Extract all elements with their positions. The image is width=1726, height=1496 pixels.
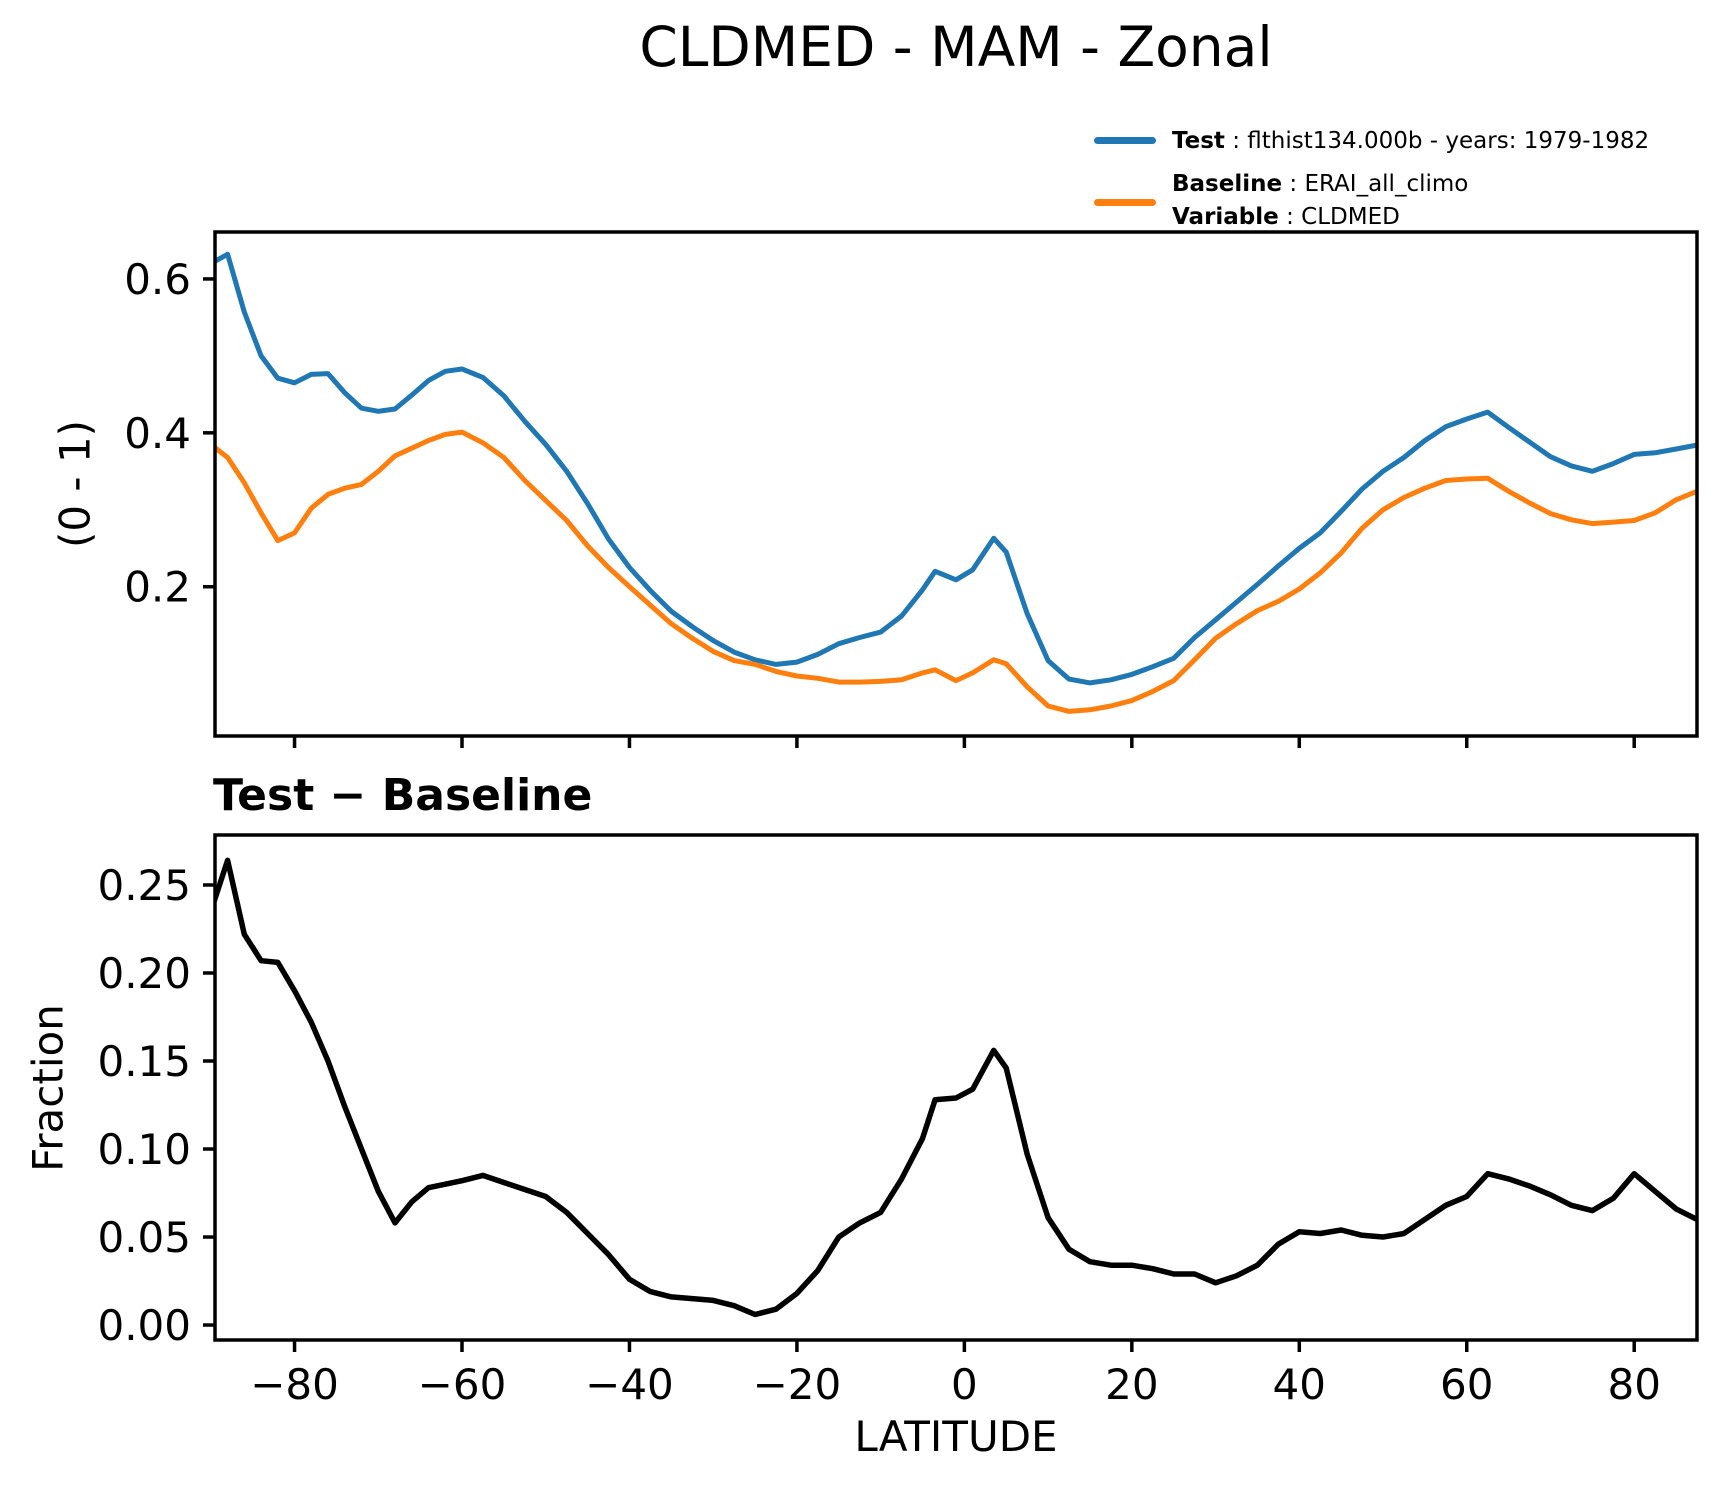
y-tick-label: 0.6: [124, 255, 191, 304]
legend-variable-key: Variable: [1172, 204, 1279, 230]
legend-baseline-key: Baseline: [1172, 171, 1283, 197]
legend-variable-value: : CLDMED: [1278, 204, 1400, 230]
x-tick-label: −20: [753, 1360, 842, 1409]
figure-title: CLDMED - MAM - Zonal: [639, 15, 1273, 79]
legend-entry-test: Test : flthist134.000b - years: 1979-198…: [1172, 127, 1649, 155]
x-tick-label: −60: [418, 1360, 507, 1409]
legend-entry-variable: Variable : CLDMED: [1172, 203, 1400, 231]
x-tick-label: 60: [1440, 1360, 1493, 1409]
legend-entry-baseline: Baseline : ERAI_all_climo: [1172, 170, 1468, 198]
panel2-spines: [213, 833, 1699, 1342]
panel1-spines: [213, 230, 1699, 738]
x-tick-label: 0: [951, 1360, 978, 1409]
legend-baseline-value: : ERAI_all_climo: [1282, 171, 1469, 197]
bottom-y-axis-label: Fraction: [23, 1004, 73, 1172]
y-tick-label: 0.05: [97, 1213, 191, 1262]
bottom-panel-title: Test − Baseline: [213, 770, 593, 821]
panel1-series-line-1: [215, 429, 1697, 714]
y-tick-label: 0.25: [97, 861, 191, 910]
y-tick-label: 0.20: [97, 949, 191, 998]
top-y-axis-label: (0 - 1): [50, 419, 100, 549]
legend-line-baseline-icon: [1094, 199, 1156, 206]
y-tick-label: 0.10: [97, 1125, 191, 1174]
panel2-series-line-0: [215, 857, 1697, 1318]
y-tick-label: 0.00: [97, 1301, 191, 1350]
legend-test-value: : flthist134.000b - years: 1979-1982: [1224, 128, 1650, 154]
y-tick-label: 0.2: [124, 563, 191, 612]
x-tick-label: 40: [1273, 1360, 1326, 1409]
y-tick-label: 0.4: [124, 409, 191, 458]
legend-line-test-icon: [1094, 137, 1156, 144]
x-axis-label: LATITUDE: [854, 1412, 1058, 1461]
y-tick-label: 0.15: [97, 1037, 191, 1086]
panel1-series-line-0: [215, 251, 1697, 686]
legend-test-key: Test: [1172, 128, 1225, 154]
x-tick-label: 80: [1607, 1360, 1660, 1409]
x-tick-label: −40: [585, 1360, 674, 1409]
x-tick-label: −80: [250, 1360, 339, 1409]
x-tick-label: 20: [1105, 1360, 1158, 1409]
